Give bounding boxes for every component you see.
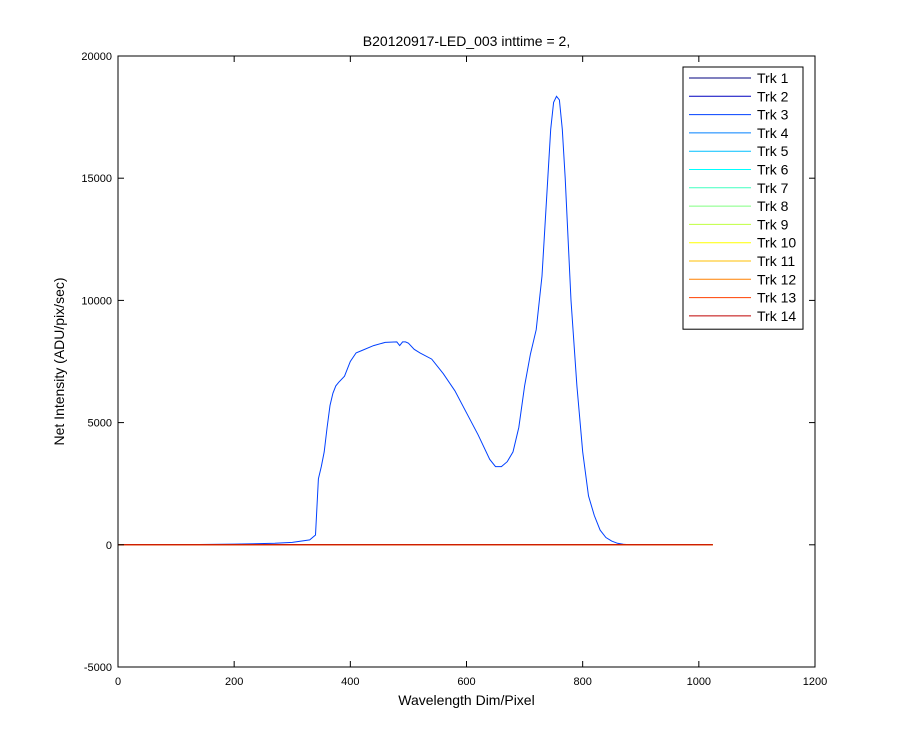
x-tick-label: 0: [115, 676, 121, 688]
legend-label: Trk 10: [757, 235, 796, 251]
y-tick-label: 0: [106, 540, 112, 552]
legend-label: Trk 5: [757, 143, 789, 159]
legend-label: Trk 7: [757, 180, 789, 196]
chart-title: B20120917-LED_003 inttime = 2,: [363, 33, 570, 49]
legend-label: Trk 9: [757, 216, 789, 232]
legend-label: Trk 8: [757, 198, 789, 214]
legend-items: Trk 1 Trk 2 Trk 3 Trk 4 Trk 5 Trk 6 Trk 7 Trk 8…: [689, 70, 796, 324]
x-tick-label: 600: [457, 676, 475, 688]
legend-label: Trk 14: [757, 308, 796, 324]
x-tick-label: 800: [573, 676, 591, 688]
x-tick-label: 1200: [803, 676, 827, 688]
x-axis-ticks: 0 200 400 600 800 1000 1200: [115, 56, 827, 688]
y-tick-label: 5000: [88, 418, 112, 430]
legend-label: Trk 6: [757, 162, 789, 178]
legend-label: Trk 13: [757, 290, 796, 306]
series-lines: [118, 95, 713, 546]
legend-box: [682, 66, 804, 330]
legend: Trk 1 Trk 2 Trk 3 Trk 4 Trk 5 Trk 6 Trk 7 Trk 8…: [682, 66, 804, 330]
x-axis-label: Wavelength Dim/Pixel: [398, 692, 534, 708]
x-tick-label: 200: [225, 676, 243, 688]
legend-label: Trk 1: [757, 70, 789, 86]
series-line-trk-3: [118, 95, 713, 546]
x-tick-label: 400: [341, 676, 359, 688]
x-tick-label: 1000: [687, 676, 711, 688]
y-axis-ticks: -5000 0 5000 10000 15000 20000: [81, 51, 815, 674]
legend-label: Trk 2: [757, 88, 789, 104]
legend-label: Trk 11: [757, 253, 795, 269]
y-tick-label: 10000: [81, 295, 112, 307]
y-tick-label: -5000: [84, 662, 112, 674]
legend-label: Trk 3: [757, 107, 789, 123]
y-tick-label: 15000: [81, 173, 112, 185]
legend-label: Trk 12: [757, 271, 796, 287]
y-tick-label: 20000: [81, 51, 112, 63]
legend-label: Trk 4: [757, 125, 789, 141]
y-axis-label: Net Intensity (ADU/pix/sec): [51, 277, 67, 445]
